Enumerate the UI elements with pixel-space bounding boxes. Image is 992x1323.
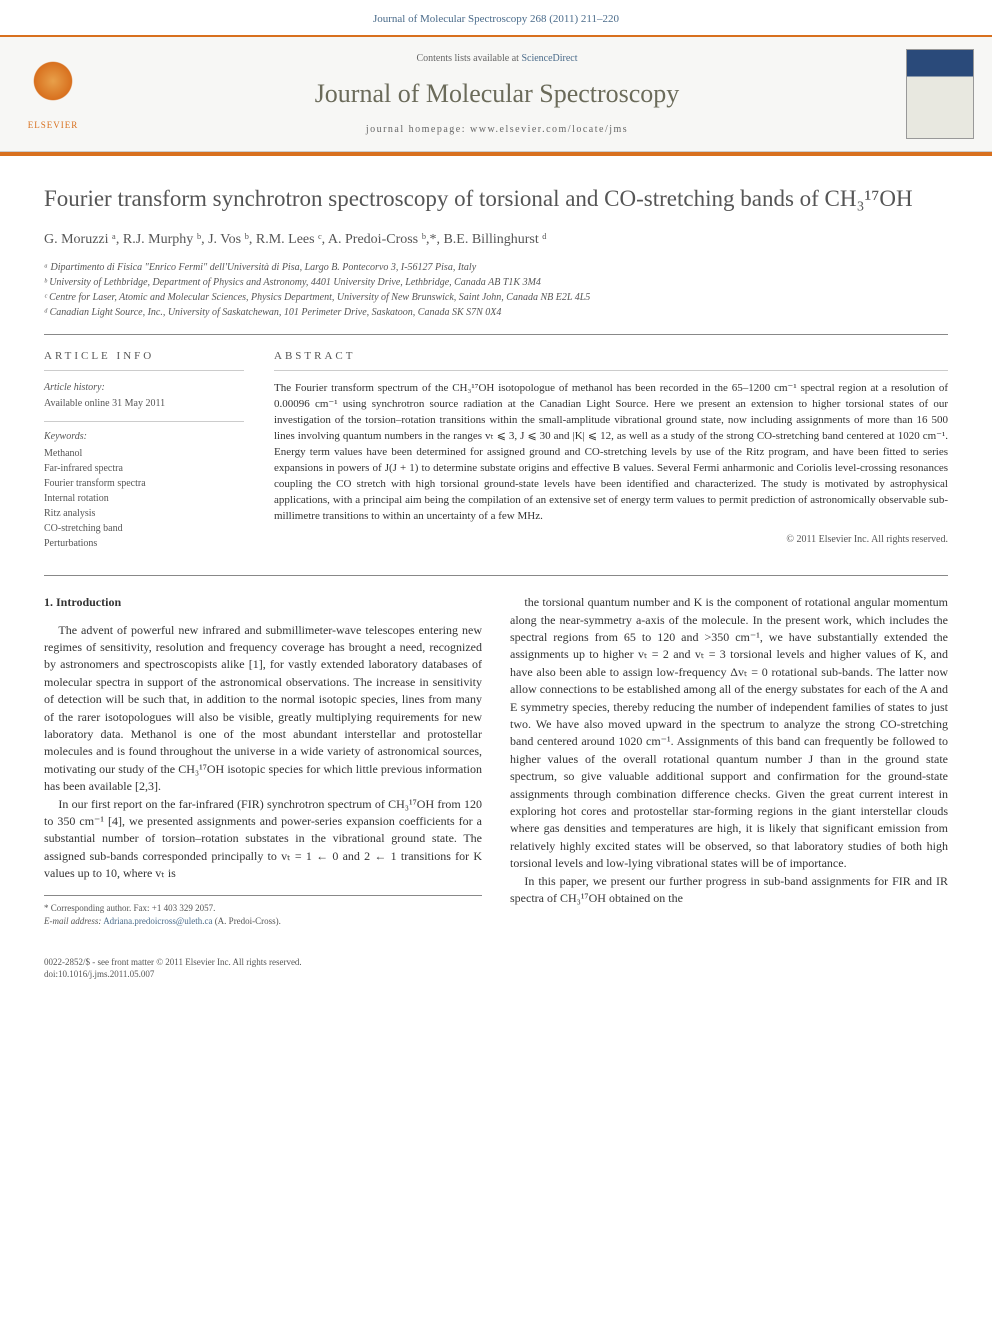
keyword: Methanol	[44, 446, 244, 461]
history-text: Available online 31 May 2011	[44, 397, 244, 411]
section-heading: 1. Introduction	[44, 594, 482, 611]
journal-cover-thumb	[906, 49, 974, 139]
page-footer: 0022-2852/$ - see front matter © 2011 El…	[0, 948, 992, 999]
keyword: Ritz analysis	[44, 506, 244, 521]
journal-header-bar: ELSEVIER Contents lists available at Sci…	[0, 35, 992, 152]
keyword: Far-infrared spectra	[44, 461, 244, 476]
body-paragraph: The advent of powerful new infrared and …	[44, 622, 482, 796]
elsevier-tree-icon	[23, 57, 83, 117]
sciencedirect-link[interactable]: ScienceDirect	[521, 53, 577, 64]
article-content: Fourier transform synchrotron spectrosco…	[0, 156, 992, 947]
keyword: Internal rotation	[44, 491, 244, 506]
abstract-heading: ABSTRACT	[274, 349, 948, 371]
footnote-block: * Corresponding author. Fax: +1 403 329 …	[44, 895, 482, 928]
history-label: Article history:	[44, 381, 244, 395]
email-line: E-mail address: Adriana.predoicross@ulet…	[44, 915, 482, 928]
running-header: Journal of Molecular Spectroscopy 268 (2…	[0, 0, 992, 35]
body-paragraph: In our first report on the far-infrared …	[44, 796, 482, 883]
affiliation: ᵈ Canadian Light Source, Inc., Universit…	[44, 305, 948, 320]
authors: G. Moruzzi ᵃ, R.J. Murphy ᵇ, J. Vos ᵇ, R…	[44, 230, 948, 250]
corresponding-author: * Corresponding author. Fax: +1 403 329 …	[44, 902, 482, 915]
abstract-text: The Fourier transform spectrum of the CH…	[274, 381, 948, 524]
article-title: Fourier transform synchrotron spectrosco…	[44, 184, 948, 214]
keyword: Fourier transform spectra	[44, 476, 244, 491]
body-columns: 1. Introduction The advent of powerful n…	[44, 575, 948, 927]
keywords-block: Keywords: Methanol Far-infrared spectra …	[44, 421, 244, 551]
body-paragraph: the torsional quantum number and K is th…	[510, 594, 948, 872]
journal-name: Journal of Molecular Spectroscopy	[104, 76, 890, 112]
keyword: CO-stretching band	[44, 521, 244, 536]
body-paragraph: In this paper, we present our further pr…	[510, 873, 948, 908]
article-info: ARTICLE INFO Article history: Available …	[44, 349, 244, 551]
email-link[interactable]: Adriana.predoicross@uleth.ca	[103, 916, 212, 926]
publisher-name: ELSEVIER	[28, 119, 79, 132]
affiliation: ᵇ University of Lethbridge, Department o…	[44, 275, 948, 290]
header-center: Contents lists available at ScienceDirec…	[104, 52, 890, 136]
affiliation: ᵃ Dipartimento di Fisica "Enrico Fermi" …	[44, 260, 948, 275]
keywords-label: Keywords:	[44, 430, 244, 444]
homepage-line: journal homepage: www.elsevier.com/locat…	[104, 123, 890, 137]
info-abstract-row: ARTICLE INFO Article history: Available …	[44, 334, 948, 551]
affiliations: ᵃ Dipartimento di Fisica "Enrico Fermi" …	[44, 260, 948, 320]
footer-line: 0022-2852/$ - see front matter © 2011 El…	[44, 956, 948, 969]
abstract-column: ABSTRACT The Fourier transform spectrum …	[274, 349, 948, 551]
affiliation: ᶜ Centre for Laser, Atomic and Molecular…	[44, 290, 948, 305]
info-heading: ARTICLE INFO	[44, 349, 244, 371]
elsevier-logo: ELSEVIER	[18, 54, 88, 134]
doi-line: doi:10.1016/j.jms.2011.05.007	[44, 968, 948, 981]
contents-line: Contents lists available at ScienceDirec…	[104, 52, 890, 66]
citation: Journal of Molecular Spectroscopy 268 (2…	[373, 13, 619, 25]
homepage-url[interactable]: www.elsevier.com/locate/jms	[470, 124, 628, 135]
keyword: Perturbations	[44, 536, 244, 551]
abstract-copyright: © 2011 Elsevier Inc. All rights reserved…	[274, 533, 948, 547]
